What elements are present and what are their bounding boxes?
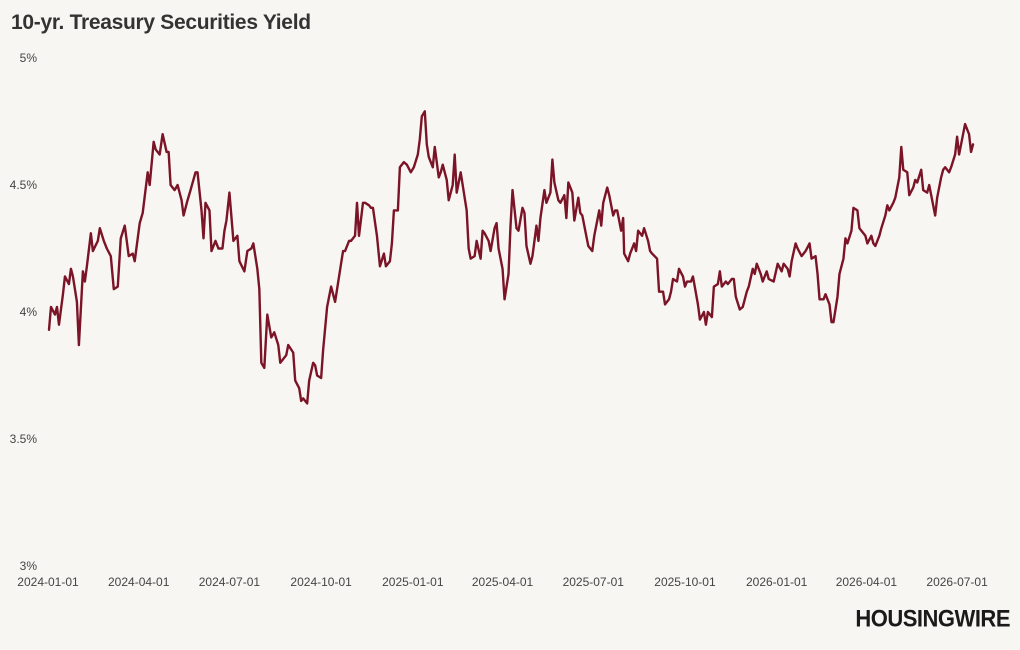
x-tick-label: 2026-07-01 <box>926 575 988 589</box>
x-tick-label: 2024-04-01 <box>108 575 170 589</box>
y-tick-label: 3.5% <box>10 432 38 446</box>
x-tick-label: 2025-01-01 <box>382 575 444 589</box>
y-axis: 3% 3.5% 4% 4.5% 5% <box>10 51 38 573</box>
x-tick-label: 2024-10-01 <box>290 575 352 589</box>
series-layer <box>47 110 975 405</box>
x-tick-label: 2026-04-01 <box>836 575 898 589</box>
y-tick-label: 4% <box>20 305 38 319</box>
x-tick-label: 2026-01-01 <box>746 575 808 589</box>
y-tick-label: 3% <box>20 559 38 573</box>
x-axis: 2024-01-01 2024-04-01 2024-07-01 2024-10-01… <box>17 575 988 589</box>
y-tick-label: 5% <box>20 51 38 65</box>
x-tick-label: 2024-07-01 <box>199 575 261 589</box>
chart-title: 10-yr. Treasury Securities Yield <box>11 11 311 34</box>
x-tick-label: 2025-04-01 <box>472 575 534 589</box>
housingwire-logo: HOUSINGWIRE <box>855 604 1010 632</box>
series-line <box>47 110 975 405</box>
x-tick-label: 2024-01-01 <box>17 575 79 589</box>
y-tick-label: 4.5% <box>10 178 38 192</box>
x-tick-label: 2025-07-01 <box>563 575 625 589</box>
x-tick-label: 2025-10-01 <box>654 575 716 589</box>
